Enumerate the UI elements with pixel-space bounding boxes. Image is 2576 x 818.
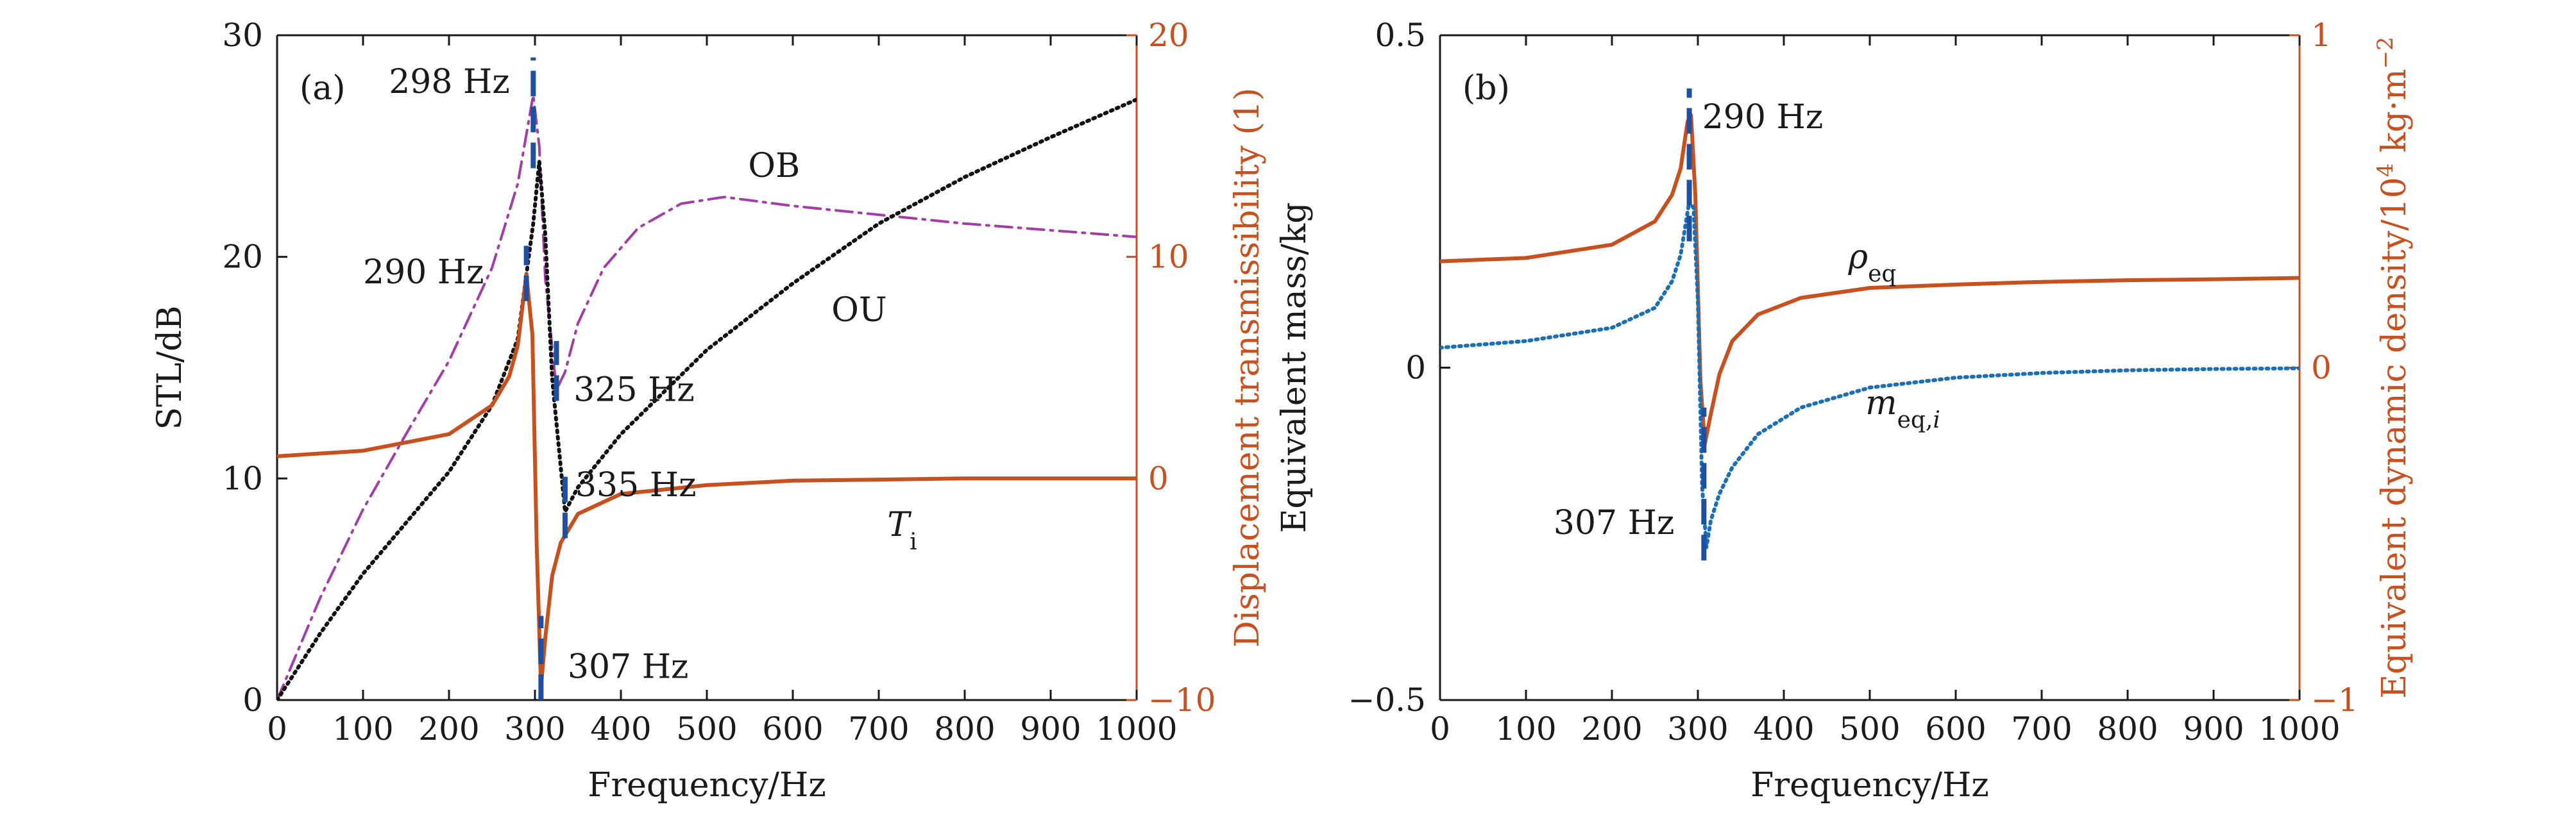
y-axis-label: STL/dB: [151, 306, 189, 430]
y-tick-label-right: −10: [1148, 681, 1216, 719]
y-tick-label: 20: [222, 238, 263, 276]
series-label-ti-sub: i: [910, 529, 917, 555]
series-label-m-eq: meq,i: [1865, 384, 1940, 433]
annotation: 298 Hz: [389, 63, 510, 101]
y-tick-label: 0: [1405, 349, 1426, 387]
y-tick-label-right: 0: [2311, 349, 2332, 387]
series-line-ti: [277, 272, 1137, 689]
annotation: 307 Hz: [568, 647, 689, 686]
series-label-m-eq-sub-italic: i: [1933, 407, 1940, 433]
plot-area: [1440, 88, 2300, 561]
x-tick-label: 300: [1667, 710, 1728, 747]
series-line-rho-eq: [1440, 113, 2300, 446]
y-tick-label: −0.5: [1348, 681, 1426, 719]
annotation: OU: [831, 291, 886, 330]
x-tick-label: 600: [762, 710, 823, 747]
x-tick-label: 1000: [1096, 710, 1177, 747]
x-tick-label: 500: [676, 710, 737, 747]
y-tick-label: 0.5: [1375, 17, 1426, 54]
panel-label: (a): [300, 69, 346, 108]
x-tick-label: 200: [418, 710, 479, 747]
x-tick-label: 100: [332, 710, 393, 747]
series-label-m-eq-main: m: [1865, 384, 1897, 422]
x-axis-label: Frequency/Hz: [588, 766, 826, 805]
x-tick-label: 600: [1925, 710, 1986, 747]
series-line-ob: [277, 94, 1137, 700]
y-axis-label-right: Equivalent dynamic density/104 kg·m−2: [2373, 37, 2414, 699]
annotation: OB: [748, 147, 800, 185]
y-tick-label-right: 0: [1148, 460, 1169, 497]
x-tick-label: 300: [504, 710, 565, 747]
x-tick-label: 900: [1020, 710, 1081, 747]
y-tick-label: 0: [242, 681, 263, 719]
plot-area: [277, 57, 1137, 700]
series-line-ou: [277, 97, 1137, 700]
x-tick-label: 700: [848, 710, 909, 747]
annotation: 335 Hz: [575, 466, 697, 505]
annotation: 325 Hz: [573, 371, 695, 409]
series-label-rho-eq-main: ρ: [1848, 238, 1868, 276]
x-tick-label: 0: [267, 710, 287, 747]
y-tick-label-right: 20: [1148, 17, 1189, 54]
annotation: 290 Hz: [1702, 98, 1824, 137]
y-tick-label: 30: [222, 17, 263, 54]
series-label-ti: Ti: [887, 506, 917, 555]
x-tick-label: 100: [1495, 710, 1556, 747]
series-label-rho-eq-sub: eq: [1868, 260, 1896, 287]
series-line-m-eq-i: [1440, 199, 2300, 549]
annotation: 290 Hz: [363, 253, 484, 292]
y-axis-label-right-sup: 4: [2373, 163, 2398, 178]
x-axis-label: Frequency/Hz: [1750, 766, 1989, 805]
x-tick-label: 900: [2183, 710, 2244, 747]
series-label-ti-main: T: [887, 506, 911, 544]
y-axis-label: Equivalent mass/kg: [1275, 202, 1314, 533]
annotation: 307 Hz: [1554, 504, 1675, 542]
panel-a: 0 100 200 300 400 500 600 700 800 900 10000102030−…: [151, 17, 1267, 805]
x-tick-label: 500: [1839, 710, 1900, 747]
y-axis-label-right-units: kg·m: [2375, 69, 2414, 163]
x-tick-label: 0: [1430, 710, 1450, 747]
x-tick-label: 700: [2011, 710, 2072, 747]
x-tick-label: 400: [590, 710, 651, 747]
y-axis-label-right-units-sup: −2: [2373, 37, 2398, 69]
x-tick-label: 800: [934, 710, 995, 747]
y-tick-label: 10: [222, 460, 263, 497]
x-tick-label: 800: [2097, 710, 2158, 747]
y-tick-label-right: −1: [2311, 681, 2359, 719]
panel-b: 0 100 200 300 400 500 600 700 800 900 1000−0.500.5…: [1275, 17, 2414, 805]
x-tick-label: 400: [1753, 710, 1814, 747]
x-tick-label: 1000: [2258, 710, 2340, 747]
series-label-rho-eq: ρeq: [1848, 238, 1897, 287]
y-tick-label-right: 1: [2311, 17, 2332, 54]
x-tick-label: 200: [1581, 710, 1642, 747]
y-tick-label-right: 10: [1148, 238, 1189, 276]
series-label-m-eq-sub: eq,i: [1897, 407, 1940, 433]
panel-label: (b): [1462, 69, 1510, 108]
y-axis-label-right: Displacement transmissibility (1): [1228, 88, 1267, 647]
